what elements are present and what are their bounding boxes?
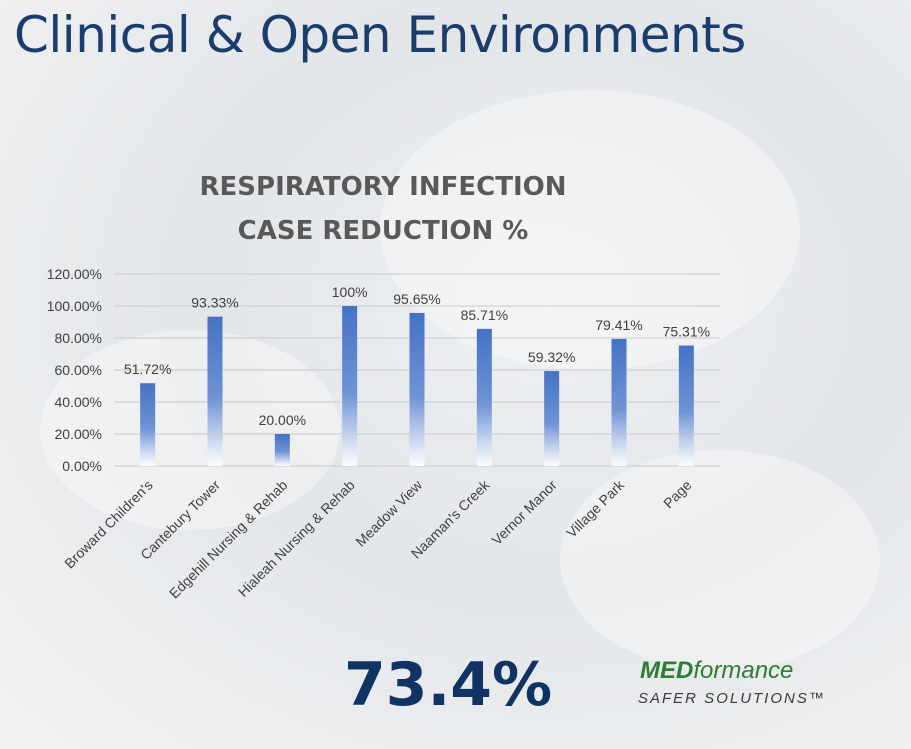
data-label: 79.41% xyxy=(595,317,642,333)
bar-chart: RESPIRATORY INFECTION CASE REDUCTION % 0… xyxy=(47,172,720,602)
data-label: 95.65% xyxy=(393,291,440,307)
data-label: 51.72% xyxy=(124,361,171,377)
medformance-logo: MEDformance SAFER SOLUTIONS™ xyxy=(638,657,868,717)
chart-title-line-1: RESPIRATORY INFECTION xyxy=(200,172,567,202)
data-label: 85.71% xyxy=(461,307,508,323)
category-label: Village Park xyxy=(563,476,628,541)
data-label: 59.32% xyxy=(528,349,575,365)
data-label: 75.31% xyxy=(663,324,710,340)
page-title: Clinical & Open Environments xyxy=(14,6,746,64)
data-label: 20.00% xyxy=(259,412,306,428)
logo-brand-suffix: formance xyxy=(693,657,794,684)
bar xyxy=(611,338,627,466)
background-blob xyxy=(40,330,340,530)
category-label: Page xyxy=(660,477,695,512)
data-label: 100% xyxy=(332,284,368,300)
bar xyxy=(678,345,694,466)
logo-brand-prefix: MED xyxy=(640,657,694,684)
y-tick-label: 100.00% xyxy=(47,298,102,314)
bar xyxy=(409,312,425,466)
category-label: Hialeah Nursing & Rehab xyxy=(235,477,358,600)
background-blob xyxy=(380,90,800,370)
data-label: 93.33% xyxy=(191,295,238,311)
bar xyxy=(342,306,358,466)
bar xyxy=(476,328,492,466)
bar xyxy=(544,371,560,466)
y-tick-label: 80.00% xyxy=(55,330,102,346)
bar xyxy=(274,434,290,466)
y-tick-label: 0.00% xyxy=(62,458,102,474)
y-tick-label: 20.00% xyxy=(55,426,102,442)
y-tick-label: 40.00% xyxy=(55,394,102,410)
y-tick-label: 120.00% xyxy=(47,266,102,282)
bar xyxy=(140,383,156,466)
logo-wordmark: MEDformance xyxy=(640,657,793,685)
summary-value: 73.4% xyxy=(344,650,553,720)
category-label: Vernor Manor xyxy=(488,477,560,549)
category-label: Edgehill Nursing & Rehab xyxy=(166,477,291,602)
logo-tagline: SAFER SOLUTIONS™ xyxy=(638,690,826,707)
bar xyxy=(207,316,223,466)
category-label: Meadow View xyxy=(352,476,425,549)
y-tick-label: 60.00% xyxy=(55,362,102,378)
background-blob xyxy=(560,450,880,670)
chart-title-line-2: CASE REDUCTION % xyxy=(238,216,529,246)
